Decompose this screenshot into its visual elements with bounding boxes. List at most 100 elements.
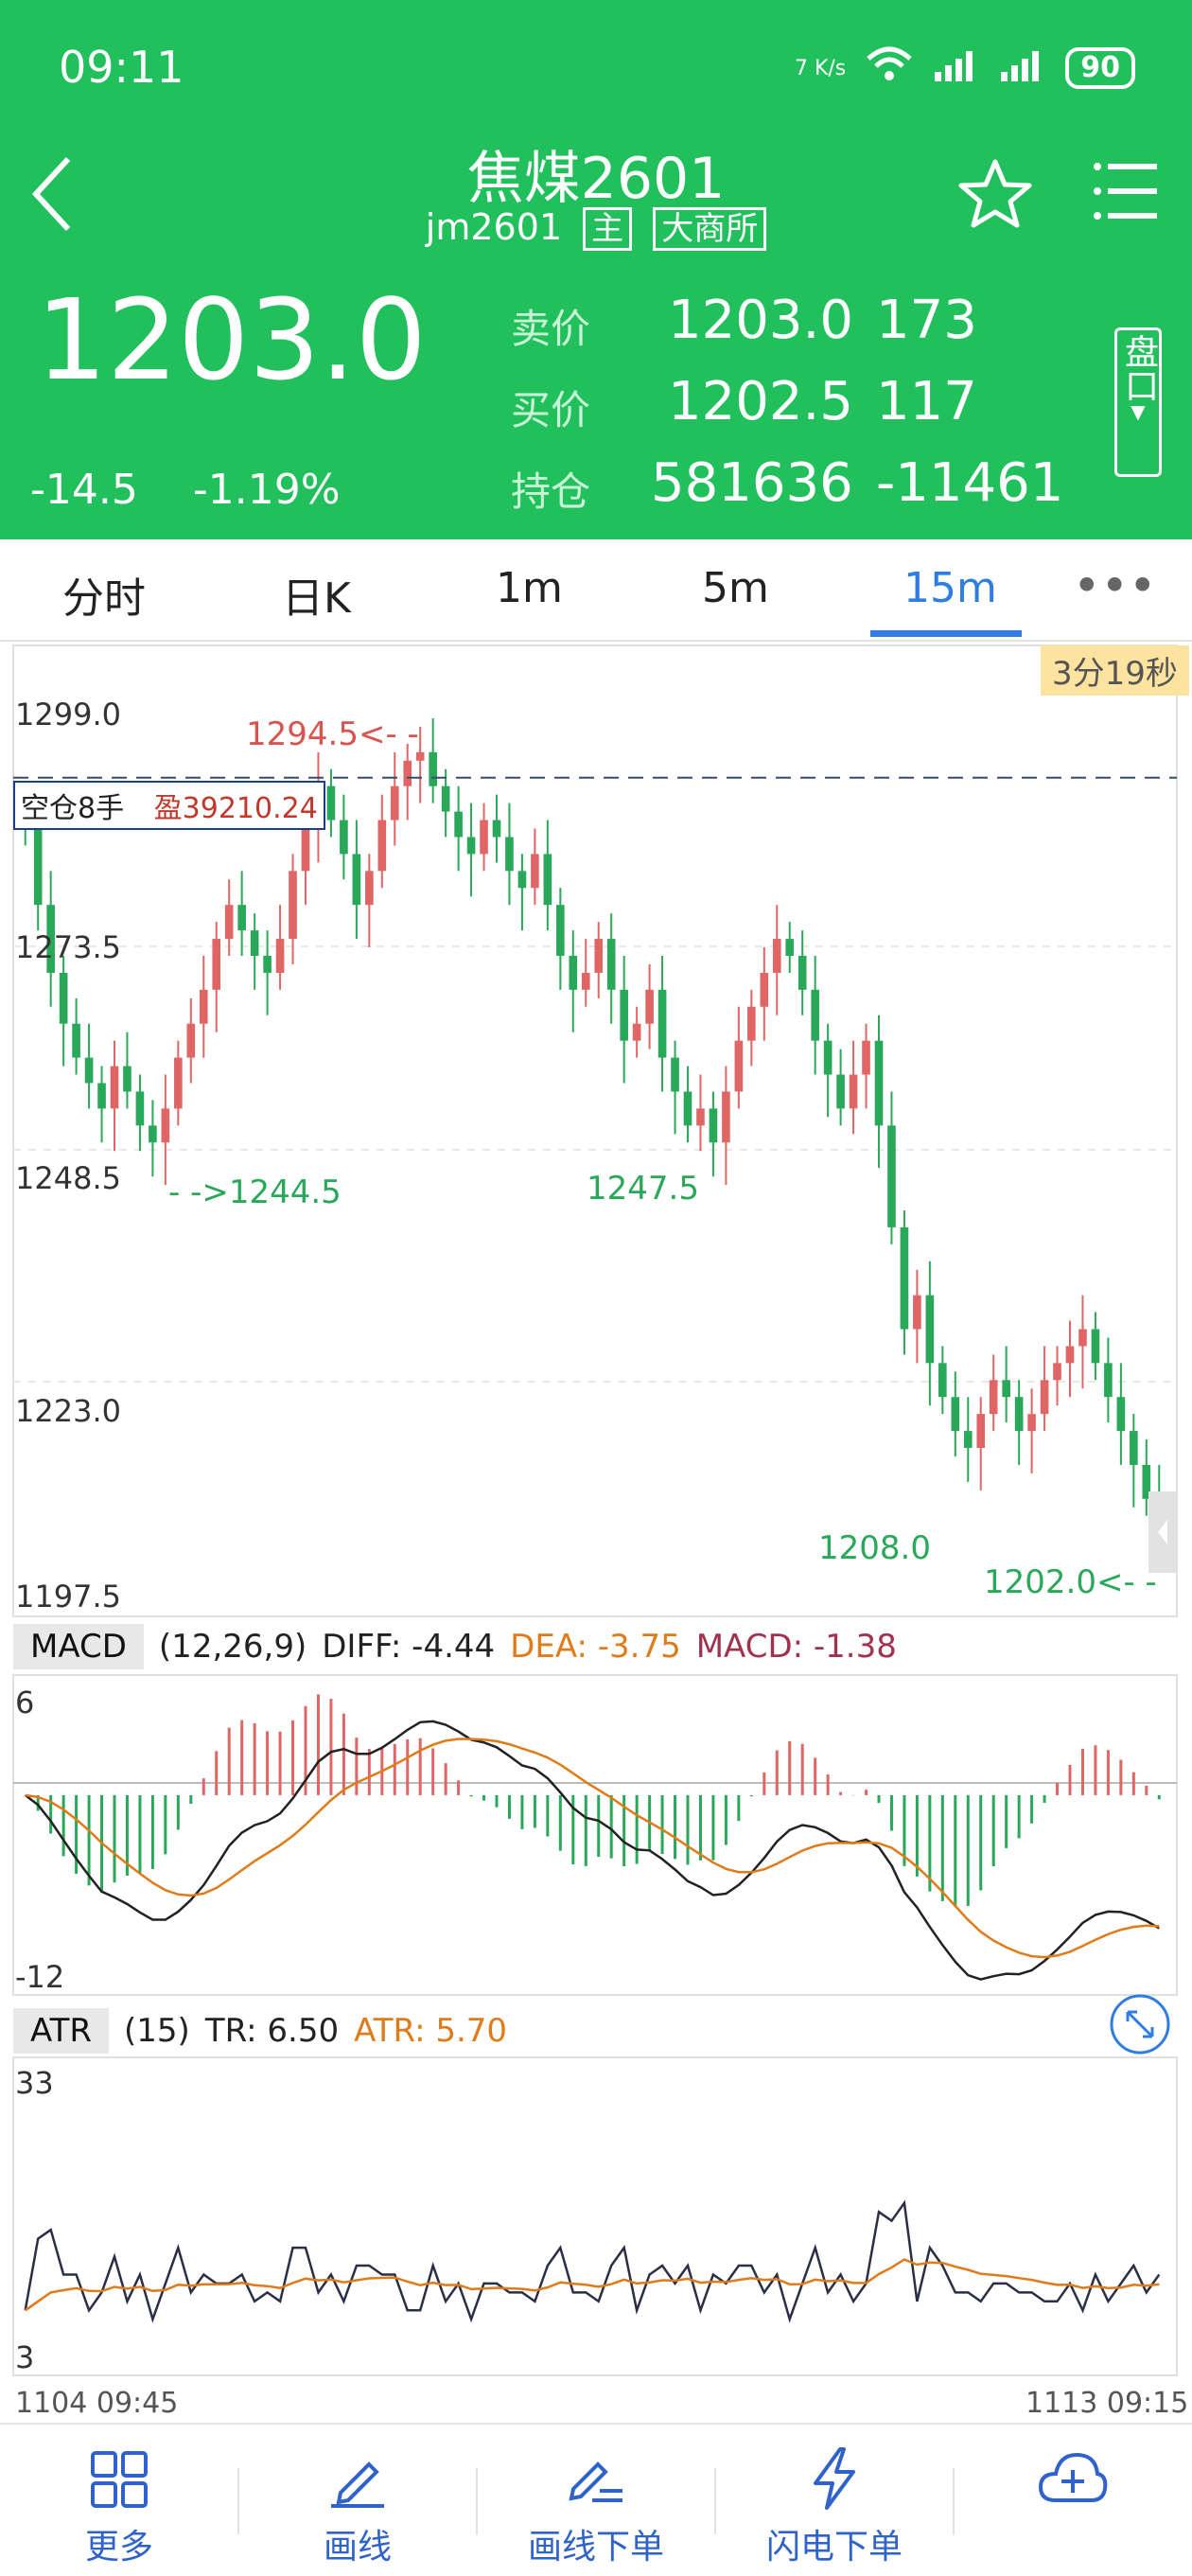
cloud-add-button[interactable]	[954, 2425, 1192, 2576]
menu-list-icon[interactable]	[1093, 161, 1159, 225]
divider	[476, 2468, 478, 2534]
candle-body	[224, 905, 234, 940]
candle-body	[149, 1125, 157, 1143]
tab-5m[interactable]: 5m	[702, 564, 769, 612]
sell-label: 卖价	[511, 306, 591, 352]
draw-line-button[interactable]: 画线	[238, 2425, 477, 2576]
candle-body	[862, 1040, 870, 1075]
candle-body	[785, 939, 795, 956]
atr-tr: TR: 6.50	[204, 2012, 340, 2050]
candle-body	[275, 939, 285, 973]
candle-body	[174, 1057, 183, 1109]
grid-icon	[91, 2451, 148, 2508]
pankou-label: 盘口	[1119, 334, 1158, 402]
candle-body	[1053, 1363, 1061, 1381]
tab-1m[interactable]: 1m	[496, 564, 563, 612]
candle-body	[33, 828, 43, 906]
atr-value: ATR: 5.70	[354, 2012, 508, 2050]
contract-subtitle: jm2601 主 大商所	[0, 206, 1192, 251]
exchange-tag: 大商所	[653, 207, 767, 251]
candle-body	[556, 905, 565, 956]
macd-chart[interactable]	[0, 1673, 1192, 1997]
more-button[interactable]: 更多	[0, 2425, 238, 2576]
candle-body	[135, 1091, 145, 1126]
sell-price: 1203.0	[668, 290, 853, 351]
candle-body	[84, 1057, 94, 1084]
candle-body	[403, 760, 412, 786]
x-end-label: 1113 09:15	[1025, 2387, 1189, 2420]
contract-code: jm2601	[425, 206, 563, 248]
candle-body	[340, 820, 348, 855]
candle-body	[212, 939, 221, 990]
candle-body	[772, 939, 781, 973]
draw-order-label: 画线下单	[527, 2528, 664, 2567]
pankou-button[interactable]: 盘口 ▼	[1114, 327, 1162, 477]
candle-body	[72, 1023, 80, 1058]
draw-order-button[interactable]: 画线下单	[477, 2425, 715, 2576]
atr-chart[interactable]	[0, 2056, 1192, 2377]
star-icon[interactable]	[957, 157, 1033, 233]
buy-volume: 117	[876, 371, 977, 432]
candle-body	[951, 1397, 960, 1432]
candle-body	[199, 989, 208, 1024]
status-icons: 7 K/s 90	[795, 45, 1135, 91]
candlestick-chart[interactable]	[0, 644, 1192, 1618]
buy-label: 买价	[511, 387, 591, 433]
y-label-4: 1223.0	[15, 1393, 121, 1429]
candle-body	[1027, 1414, 1036, 1432]
candle-body	[352, 854, 361, 906]
atr-tag[interactable]: ATR	[13, 2008, 110, 2054]
net-speed: 7 K/s	[794, 56, 847, 80]
candle-body	[97, 1083, 106, 1109]
low-annotation-1: - ->1244.5	[168, 1173, 342, 1211]
candle-body	[543, 854, 552, 906]
candle-body	[1002, 1380, 1010, 1398]
candle-body	[237, 905, 246, 931]
flash-order-button[interactable]: 闪电下单	[715, 2425, 954, 2576]
high-annotation: 1294.5<- -	[246, 715, 419, 753]
candle-body	[811, 989, 819, 1041]
candle-body	[581, 972, 590, 990]
candle-body	[110, 1066, 119, 1109]
cloud-plus-icon	[1038, 2452, 1108, 2502]
macd-tag[interactable]: MACD	[13, 1624, 144, 1669]
candle-body	[620, 989, 628, 1041]
candle-body	[441, 785, 450, 812]
more-dots-icon[interactable]: •••	[1073, 558, 1157, 613]
candle-body	[289, 871, 297, 940]
candle-body	[1078, 1329, 1087, 1347]
candle-body	[326, 785, 336, 820]
candle-body	[365, 871, 374, 906]
candle-body	[1142, 1464, 1151, 1499]
candle-body	[301, 820, 310, 872]
x-start-label: 1104 09:45	[15, 2387, 179, 2420]
active-tab-indicator	[870, 630, 1022, 637]
tab-intraday[interactable]: 分时	[62, 574, 146, 623]
tab-daily[interactable]: 日K	[282, 574, 351, 623]
macd-value: MACD: -1.38	[695, 1628, 897, 1666]
candle-body	[874, 1040, 884, 1126]
candle-body	[531, 854, 539, 889]
candle-body	[823, 1040, 833, 1075]
candle-body	[46, 905, 55, 973]
chart-scroll-handle[interactable]	[1148, 1491, 1177, 1573]
back-arrow-icon[interactable]	[28, 151, 76, 240]
y-label-2: 1273.5	[15, 929, 121, 965]
atr-ymax: 33	[15, 2065, 54, 2101]
page-title: 焦煤2601	[466, 146, 726, 212]
bottom-toolbar: 更多 画线 画线下单 闪电下单	[0, 2423, 1192, 2576]
macd-params: (12,26,9)	[158, 1628, 307, 1666]
candle-body	[454, 811, 463, 838]
countdown-badge: 3分19秒	[1041, 645, 1189, 696]
y-label-5: 1197.5	[15, 1579, 121, 1614]
battery-icon: 90	[1065, 47, 1135, 89]
position-label[interactable]: 空仓8手 盈39210.24	[13, 781, 325, 830]
price-change: -14.5 -1.19%	[30, 466, 341, 514]
tab-15m[interactable]: 15m	[903, 564, 997, 612]
more-label: 更多	[84, 2528, 153, 2567]
expand-icon[interactable]	[1109, 1993, 1171, 2059]
macd-ymax: 6	[15, 1685, 35, 1720]
candle-body	[976, 1414, 986, 1448]
sell-volume: 173	[876, 290, 977, 351]
last-price: 1203.0	[36, 274, 427, 405]
